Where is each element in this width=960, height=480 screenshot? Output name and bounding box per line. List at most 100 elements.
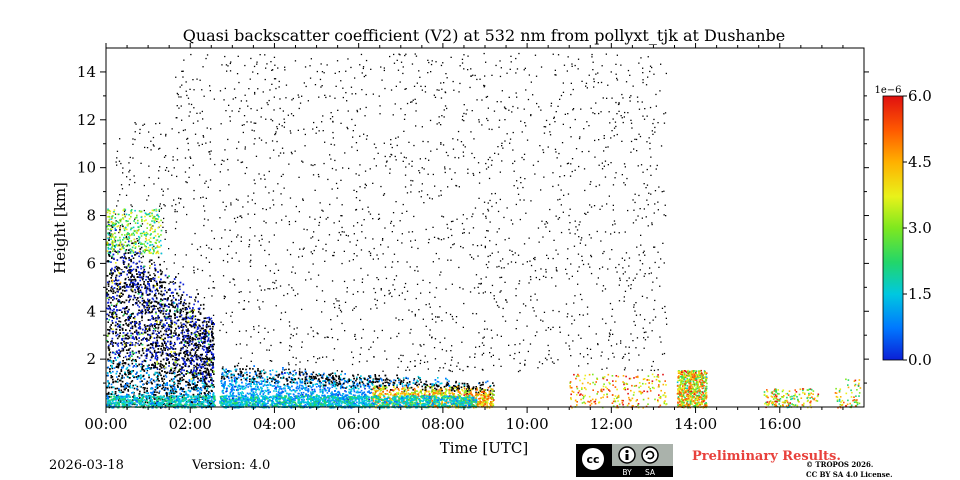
heat-cell [293,328,295,330]
heat-cell [149,350,151,353]
heat-cell [135,336,137,338]
heat-cell [432,226,434,228]
heat-cell [269,360,271,362]
heat-cell [251,199,253,201]
heat-cell [397,261,399,263]
heat-cell [409,266,411,268]
heat-cell [260,244,262,246]
heat-cell [626,177,628,180]
heat-cell [415,102,417,105]
heat-cell [113,311,115,313]
heat-cell [124,308,126,310]
heat-cell [577,68,579,70]
heat-cell [110,375,113,377]
heat-cell [440,82,442,84]
heat-cell [175,221,178,223]
heat-cell [516,68,519,70]
heat-cell [549,123,551,126]
heat-cell [129,178,131,181]
heat-cell [642,171,644,173]
heat-cell [508,109,510,111]
heat-cell [205,383,207,385]
heat-cell [655,93,657,96]
heat-cell [624,184,626,186]
heat-cell [193,354,196,356]
heat-cell [337,187,339,189]
heat-cell [372,258,374,260]
heat-cell [423,202,425,204]
heat-cell [193,189,195,192]
heat-cell [431,318,434,320]
heat-cell [450,246,452,249]
heat-cell [606,203,608,205]
heat-cell [373,287,375,290]
heat-cell [474,74,476,77]
heat-cell [474,353,476,355]
heat-cell [253,65,256,68]
heat-cell [152,144,154,146]
heat-cell [373,356,375,358]
heat-cell [353,189,355,191]
heat-cell [480,278,482,280]
heat-cell [340,80,342,82]
heat-cell [637,215,639,217]
heat-cell [643,183,645,185]
heat-cell [213,237,215,240]
heat-cell [513,170,515,172]
heat-cell [239,215,241,217]
heat-cell [648,137,650,139]
heat-cell [557,199,559,201]
heat-cell [404,186,407,188]
heat-cell [318,130,320,132]
heat-cell [108,307,111,309]
heat-cell [437,237,439,239]
heat-cell [287,362,290,364]
heat-cell [450,228,452,231]
heat-cell [149,259,151,261]
heat-cell [440,64,443,67]
heat-cell [622,273,624,275]
heat-cell [220,321,222,323]
heat-cell [622,121,624,124]
heat-cell [485,61,487,63]
heat-cell [116,387,119,390]
heat-cell [143,268,146,271]
heat-cell [178,202,180,204]
heat-cell [499,291,501,293]
heat-cell [526,139,529,141]
heat-cell [558,217,561,219]
heat-cell [574,118,576,121]
heat-cell [172,370,174,372]
heat-cell [532,307,534,309]
heat-cell [109,393,112,395]
heat-cell [518,283,520,285]
heat-cell [204,367,207,370]
heat-cell [228,184,230,186]
heat-cell [641,295,644,297]
heat-cell [294,369,296,371]
heat-cell [235,198,238,200]
heat-cell [633,306,635,308]
heat-cell [590,107,592,109]
heat-cell [649,148,651,150]
heat-cell [254,235,256,237]
heat-cell [385,165,387,167]
heat-cell [289,325,291,327]
heat-cell [346,100,348,102]
heat-cell [149,379,152,382]
heat-cell [351,351,353,353]
heat-cell [303,247,305,249]
heat-cell [238,260,240,262]
heat-cell [355,338,357,340]
heat-cell [200,304,202,306]
heat-cell [110,376,112,379]
heat-cell [462,144,465,146]
heat-cell [123,301,126,304]
heat-cell [479,78,481,80]
heat-cell [555,215,557,217]
heat-cell [257,331,260,333]
heat-cell [205,142,207,144]
heat-cell [497,153,500,155]
heat-cell [386,358,388,360]
heat-cell [146,286,148,288]
